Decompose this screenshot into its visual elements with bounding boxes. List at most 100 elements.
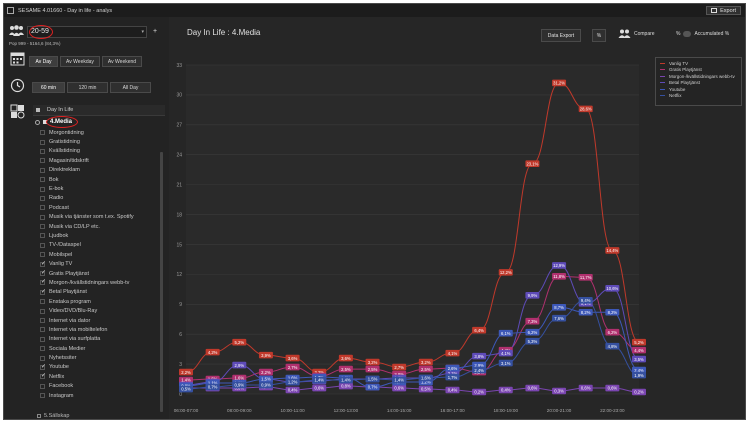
checkbox[interactable] xyxy=(40,195,45,201)
checkbox[interactable] xyxy=(40,393,45,399)
av-day-button[interactable]: Av Day xyxy=(29,56,58,67)
collapse-icon[interactable] xyxy=(35,119,40,125)
checkbox[interactable] xyxy=(40,372,46,380)
list-item[interactable]: Video/DVD/Blu-Ray xyxy=(40,306,158,315)
list-item[interactable]: Internet via surfplatta xyxy=(40,335,158,344)
add-group-button[interactable]: + xyxy=(152,28,158,35)
checkbox[interactable] xyxy=(40,186,45,192)
checkbox[interactable] xyxy=(40,233,45,239)
data-label-box xyxy=(525,160,540,167)
checkbox[interactable] xyxy=(40,148,45,154)
checkbox[interactable] xyxy=(40,242,45,248)
data-label: 1,1% xyxy=(208,381,218,386)
data-label: 7,3% xyxy=(528,319,538,324)
data-export-button[interactable]: Data Export xyxy=(541,29,581,42)
list-item[interactable]: Musik via CD/LP etc. xyxy=(40,222,158,231)
interval-120-button[interactable]: 120 min xyxy=(67,82,108,93)
tree-scrollbar[interactable] xyxy=(160,152,163,412)
checkbox[interactable] xyxy=(40,299,45,305)
list-item[interactable]: Gratistidning xyxy=(40,137,158,146)
checkbox[interactable] xyxy=(40,383,45,389)
list-item[interactable]: TV-/Dataspel xyxy=(40,241,158,250)
checkbox[interactable] xyxy=(40,355,45,361)
list-item[interactable]: Radio xyxy=(40,194,158,203)
legend-item[interactable]: Youtube xyxy=(660,86,737,93)
legend-item[interactable]: Vanlig TV xyxy=(660,60,737,67)
list-item[interactable]: Morgontidning xyxy=(40,128,158,137)
data-label-box xyxy=(498,359,513,367)
tree-header[interactable]: Day In Life xyxy=(33,105,165,116)
data-label: 0,2% xyxy=(474,390,484,395)
checkbox[interactable] xyxy=(40,224,45,230)
av-weekend-button[interactable]: Av Weekend xyxy=(102,56,142,67)
legend-item[interactable]: Netflix xyxy=(660,93,737,100)
checkbox[interactable] xyxy=(40,336,45,342)
legend-item[interactable]: Betal Playtjänst xyxy=(660,80,737,87)
list-item[interactable]: Nyhetssiter xyxy=(40,353,158,362)
checkbox[interactable] xyxy=(40,327,45,333)
list-item[interactable]: Internet via mobiltelefon xyxy=(40,325,158,334)
list-item[interactable]: E-bok xyxy=(40,184,158,193)
legend-swatch xyxy=(660,75,665,77)
av-weekday-button[interactable]: Av Weekday xyxy=(60,56,100,67)
list-item[interactable]: Betal Playtjänst xyxy=(40,288,158,297)
checkbox[interactable] xyxy=(40,260,46,267)
data-label: 4,1% xyxy=(448,351,458,356)
list-item[interactable]: Kvällstidning xyxy=(40,147,158,156)
list-item[interactable]: Ljudbok xyxy=(40,231,158,240)
list-item[interactable]: Direktreklam xyxy=(40,166,158,175)
legend-item[interactable]: Morgon-/kvällstidningars webb-tv xyxy=(660,73,737,80)
list-item[interactable]: Vanlig TV xyxy=(40,259,158,268)
accumulated-toggle[interactable] xyxy=(683,31,692,37)
list-item[interactable]: Magasin/tidskrift xyxy=(40,156,158,165)
data-label: 1,2% xyxy=(421,380,431,385)
expand-icon[interactable] xyxy=(37,413,41,418)
export-button[interactable]: Export xyxy=(706,6,741,15)
x-tick-label: 16:00-17:00 xyxy=(440,408,465,413)
target-group-select[interactable]: 20-59 ▾ xyxy=(27,24,147,39)
checkbox[interactable] xyxy=(40,130,45,136)
checkbox[interactable] xyxy=(40,214,45,220)
list-item[interactable]: Mobilspel xyxy=(40,250,158,259)
list-item[interactable]: Musik via tjänster som t.ex. Spotify xyxy=(40,213,158,222)
data-label: 2,7% xyxy=(288,365,298,370)
list-item[interactable]: Enstaka program xyxy=(40,297,158,306)
list-item[interactable]: Netflix xyxy=(40,372,158,381)
x-tick-label: 14:00-15:00 xyxy=(387,408,412,413)
checkbox[interactable] xyxy=(40,205,45,211)
checkbox[interactable] xyxy=(40,252,45,258)
checkbox[interactable] xyxy=(40,177,45,183)
chart-legend: Vanlig TV Gratis Playtjänst Morgon-/kväl… xyxy=(655,57,742,106)
list-item[interactable]: Bok xyxy=(40,175,158,184)
list-item[interactable]: Instagram xyxy=(40,391,158,400)
interval-60-button[interactable]: 60 min xyxy=(32,82,65,93)
list-item[interactable]: Sociala Medier xyxy=(40,344,158,353)
checkbox[interactable] xyxy=(40,318,45,323)
data-label-box xyxy=(605,384,620,392)
legend-swatch xyxy=(660,95,665,97)
checkbox[interactable] xyxy=(40,269,46,277)
percent-button[interactable]: % xyxy=(592,29,606,42)
list-item[interactable]: Morgon-/kvällstidningars webb-tv xyxy=(40,278,158,287)
item-label: Bok xyxy=(49,176,59,183)
checkbox[interactable] xyxy=(40,158,45,164)
list-item[interactable]: Gratis Playtjänst xyxy=(40,269,158,278)
compare-button[interactable]: Compare xyxy=(618,29,655,39)
checkbox[interactable] xyxy=(40,288,46,295)
checkbox[interactable] xyxy=(40,278,46,286)
sallskap-node[interactable]: 5.Sällskap xyxy=(33,411,69,419)
all-day-button[interactable]: All Day xyxy=(110,82,151,93)
list-item[interactable]: Podcast xyxy=(40,203,158,212)
data-label: 5,2% xyxy=(634,340,644,345)
list-item[interactable]: Internet via dator xyxy=(40,316,158,325)
data-label: 3,2% xyxy=(368,360,378,365)
checkbox[interactable] xyxy=(40,167,45,173)
checkbox[interactable] xyxy=(40,139,45,145)
legend-item[interactable]: Gratis Playtjänst xyxy=(660,67,737,74)
checkbox[interactable] xyxy=(40,308,45,314)
list-item[interactable]: Facebook xyxy=(40,382,158,391)
list-item[interactable]: Youtube xyxy=(40,363,158,372)
checkbox[interactable] xyxy=(40,346,45,352)
checkbox[interactable] xyxy=(40,363,46,370)
data-label-box xyxy=(312,376,327,384)
